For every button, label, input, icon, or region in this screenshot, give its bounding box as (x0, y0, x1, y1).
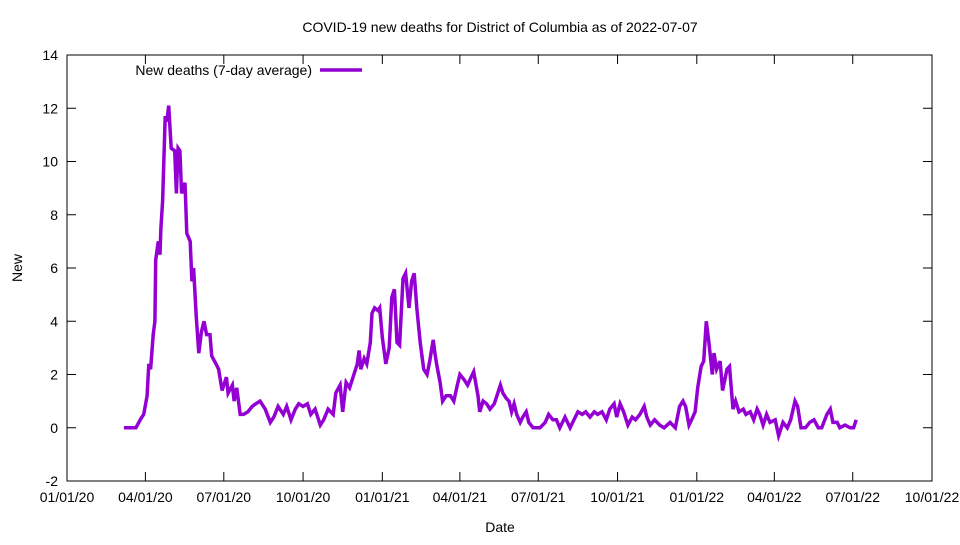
x-tick-label: 01/01/21 (355, 489, 410, 505)
x-tick-label: 10/01/21 (590, 489, 645, 505)
y-tick-label: 14 (42, 47, 58, 63)
x-tick-label: 10/01/20 (276, 489, 331, 505)
x-tick-label: 04/01/21 (433, 489, 488, 505)
x-tick-label: 10/01/22 (905, 489, 960, 505)
series-group (123, 105, 858, 443)
y-tick-label: 6 (50, 260, 58, 276)
y-tick-label: 10 (42, 154, 58, 170)
x-tick-label: 07/01/22 (825, 489, 880, 505)
x-axis: 01/01/20 04/01/20 07/01/20 10/01/20 01/01/21… (40, 55, 960, 505)
y-tick-label: -2 (46, 473, 59, 489)
series-line (123, 105, 858, 443)
y-tick-label: 2 (50, 367, 58, 383)
legend-label: New deaths (7-day average) (135, 62, 312, 78)
y-tick-label: 8 (50, 207, 58, 223)
x-tick-label: 07/01/20 (197, 489, 252, 505)
x-axis-label: Date (485, 519, 515, 535)
x-tick-label: 04/01/22 (747, 489, 802, 505)
x-tick-label: 01/01/22 (670, 489, 725, 505)
y-tick-label: 0 (50, 420, 58, 436)
x-tick-label: 04/01/20 (118, 489, 173, 505)
legend: New deaths (7-day average) (135, 62, 362, 78)
x-tick-label: 01/01/20 (40, 489, 95, 505)
y-axis-label: New (9, 253, 25, 282)
chart-title: COVID-19 new deaths for District of Colu… (302, 19, 698, 35)
x-tick-label: 07/01/21 (511, 489, 566, 505)
y-tick-label: 12 (42, 100, 58, 116)
plot-frame (66, 54, 933, 482)
y-tick-label: 4 (50, 313, 58, 329)
